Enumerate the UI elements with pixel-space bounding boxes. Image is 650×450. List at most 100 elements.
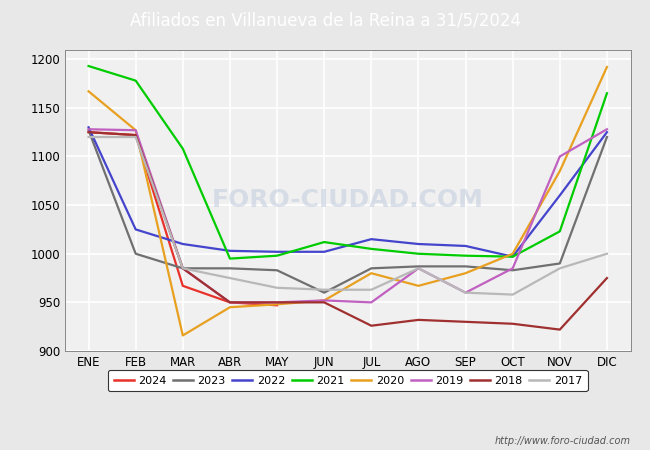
2018 (556, 327, 564, 332)
2020 (179, 333, 187, 338)
2024 (132, 132, 140, 138)
2022 (132, 227, 140, 232)
2022 (226, 248, 234, 253)
2019 (556, 154, 564, 159)
2017 (132, 135, 140, 140)
2021 (226, 256, 234, 261)
2021 (132, 78, 140, 83)
2020 (320, 298, 328, 303)
2022 (415, 241, 422, 247)
2018 (84, 130, 92, 135)
2021 (415, 251, 422, 256)
2021 (179, 146, 187, 151)
2018 (367, 323, 375, 328)
2017 (603, 251, 611, 256)
2023 (556, 261, 564, 266)
2021 (556, 229, 564, 234)
2017 (415, 266, 422, 271)
2021 (603, 90, 611, 96)
Line: 2018: 2018 (88, 132, 607, 329)
2021 (462, 253, 469, 258)
2019 (84, 126, 92, 132)
2020 (226, 305, 234, 310)
2023 (320, 290, 328, 295)
2023 (415, 264, 422, 269)
2019 (226, 300, 234, 305)
2020 (603, 64, 611, 70)
2020 (462, 270, 469, 276)
2021 (509, 254, 517, 259)
2018 (462, 319, 469, 324)
2017 (320, 287, 328, 292)
2022 (84, 125, 92, 130)
Line: 2021: 2021 (88, 66, 607, 259)
2017 (556, 266, 564, 271)
2023 (179, 266, 187, 271)
2020 (367, 270, 375, 276)
2018 (132, 132, 140, 138)
Text: FORO-CIUDAD.COM: FORO-CIUDAD.COM (212, 188, 484, 212)
2022 (367, 236, 375, 242)
2023 (462, 264, 469, 269)
2017 (367, 287, 375, 292)
2019 (367, 300, 375, 305)
Text: http://www.foro-ciudad.com: http://www.foro-ciudad.com (495, 436, 630, 446)
2017 (226, 275, 234, 281)
2021 (273, 253, 281, 258)
2017 (179, 266, 187, 271)
2019 (603, 126, 611, 132)
2018 (320, 300, 328, 305)
2017 (462, 290, 469, 295)
2023 (367, 266, 375, 271)
2022 (179, 241, 187, 247)
2023 (226, 266, 234, 271)
2020 (556, 168, 564, 174)
2021 (84, 63, 92, 69)
2018 (509, 321, 517, 326)
2023 (509, 268, 517, 273)
2017 (273, 285, 281, 291)
Line: 2023: 2023 (88, 130, 607, 292)
2019 (132, 127, 140, 133)
Line: 2019: 2019 (88, 129, 607, 302)
2022 (320, 249, 328, 255)
2018 (415, 317, 422, 323)
2022 (556, 193, 564, 198)
2019 (509, 266, 517, 271)
2018 (273, 300, 281, 305)
2024 (273, 302, 281, 308)
2020 (84, 89, 92, 94)
Text: Afiliados en Villanueva de la Reina a 31/5/2024: Afiliados en Villanueva de la Reina a 31… (129, 11, 521, 29)
Line: 2024: 2024 (88, 132, 277, 305)
2019 (462, 290, 469, 295)
2023 (273, 268, 281, 273)
2018 (226, 300, 234, 305)
2024 (179, 283, 187, 288)
2019 (179, 266, 187, 271)
2022 (462, 243, 469, 249)
2020 (509, 251, 517, 256)
2022 (273, 249, 281, 255)
Legend: 2024, 2023, 2022, 2021, 2020, 2019, 2018, 2017: 2024, 2023, 2022, 2021, 2020, 2019, 2018… (108, 370, 588, 391)
2023 (84, 127, 92, 133)
2017 (84, 135, 92, 140)
2023 (603, 135, 611, 140)
2021 (320, 239, 328, 245)
2019 (273, 300, 281, 305)
2024 (84, 130, 92, 135)
2018 (603, 275, 611, 281)
2021 (367, 246, 375, 252)
Line: 2020: 2020 (88, 67, 607, 335)
2024 (226, 300, 234, 305)
2019 (320, 298, 328, 303)
2017 (509, 292, 517, 297)
2018 (179, 266, 187, 271)
2019 (415, 266, 422, 271)
Line: 2017: 2017 (88, 137, 607, 295)
Line: 2022: 2022 (88, 127, 607, 256)
2020 (132, 127, 140, 133)
2023 (132, 251, 140, 256)
2022 (509, 254, 517, 259)
2020 (415, 283, 422, 288)
2022 (603, 130, 611, 135)
